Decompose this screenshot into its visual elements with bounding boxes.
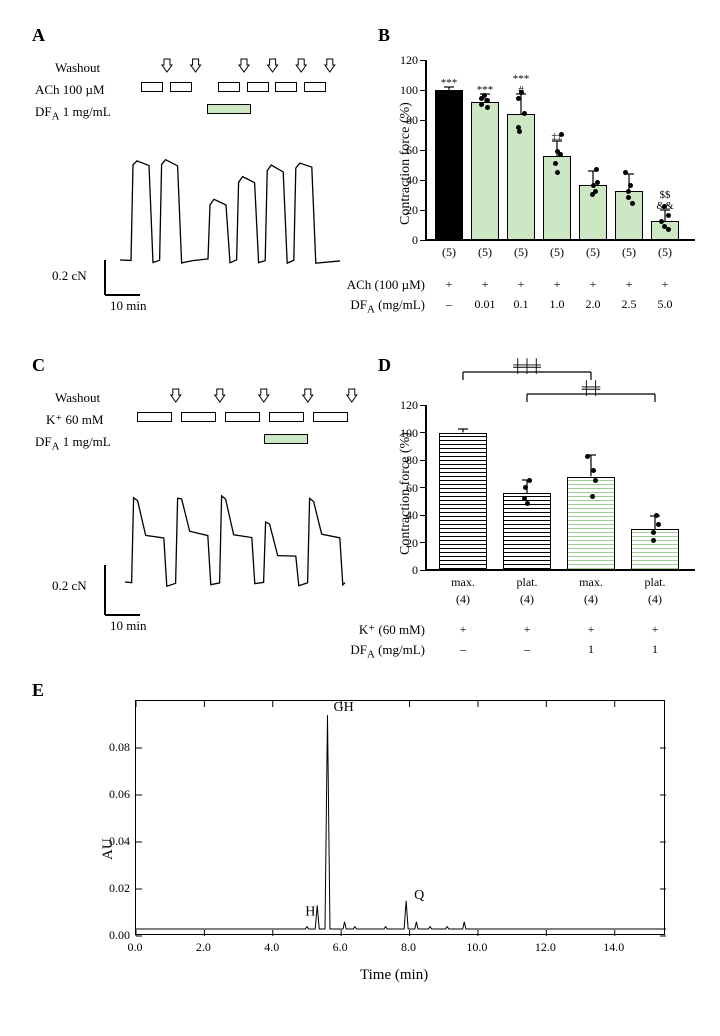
panel-c: Washout K⁺ 60 mM DFA 1 mg/mL 0.2 cN 10 m…: [30, 360, 350, 660]
washout-arrows-a: [130, 58, 350, 74]
k60-label-c: K⁺ 60 mM: [46, 412, 103, 428]
scale-y-a: 0.2 cN: [52, 268, 87, 284]
svg-text:Q: Q: [414, 888, 424, 903]
chromatogram: H GH Q: [136, 701, 666, 936]
xlabel-e: Time (min): [360, 967, 428, 984]
svg-text:H: H: [305, 904, 315, 919]
dfa-bar-a: [130, 104, 350, 116]
dfa-row-label-b: DFA (mg/mL): [315, 297, 425, 316]
dfa-label-a: DFA 1 mg/mL: [35, 104, 111, 123]
dfa-row-text-d: DF: [350, 642, 367, 657]
dfa-rest: 1 mg/mL: [59, 104, 110, 119]
svg-text:GH: GH: [333, 700, 353, 715]
dfa-row-sub-d: A: [367, 649, 375, 661]
yticks-e: 0.000.020.040.060.08: [90, 700, 135, 935]
ach-bars-a: [130, 82, 350, 94]
dfa-text-c: DF: [35, 434, 52, 449]
washout-label-a: Washout: [55, 60, 100, 76]
chart-e: H GH Q: [135, 700, 665, 935]
dfa-bar-c: [130, 434, 350, 446]
xticks-e: 0.02.04.06.08.010.012.014.0: [135, 938, 665, 963]
svg-text:╪╪: ╪╪: [581, 380, 601, 396]
panel-a: Washout ACh 100 µM DFA 1 mg/mL 0.2 cN 10…: [30, 30, 350, 330]
trace-a: [120, 140, 340, 270]
sig-brackets-d: ╪╪╪╪╪: [425, 360, 705, 420]
ach-label-a: ACh 100 µM: [35, 82, 105, 98]
scale-x-c: 10 min: [110, 618, 146, 634]
dfa-row-sub: A: [367, 304, 375, 316]
washout-arrows-c: [130, 388, 350, 404]
chart-d: 020406080100120: [425, 405, 695, 570]
dfa-row-text: DF: [350, 297, 367, 312]
washout-label-c: Washout: [55, 390, 100, 406]
scale-x-a: 10 min: [110, 298, 146, 314]
dfa-row-rest: (mg/mL): [375, 297, 425, 312]
k60-row-label-d: K⁺ (60 mM): [320, 622, 425, 638]
panel-b: Contraction force (%) 020406080100120 AC…: [380, 30, 700, 330]
panel-d: Contraction force (%) 020406080100120 ╪╪…: [380, 360, 700, 660]
chart-b: 020406080100120: [425, 60, 695, 240]
dfa-rest-c: 1 mg/mL: [59, 434, 110, 449]
dfa-label-c: DFA 1 mg/mL: [35, 434, 111, 453]
ach-row-label-b: ACh (100 µM): [315, 277, 425, 293]
k-bars-c: [130, 412, 350, 424]
trace-c: [125, 470, 345, 600]
dfa-row-rest-d: (mg/mL): [375, 642, 425, 657]
scale-y-c: 0.2 cN: [52, 578, 87, 594]
dfa-text: DF: [35, 104, 52, 119]
svg-text:╪╪╪: ╪╪╪: [512, 358, 541, 374]
panel-e: AU HGHQ Time (min) 0.000.020.040.060.08 …: [30, 680, 690, 1010]
dfa-row-label-d: DFA (mg/mL): [320, 642, 425, 661]
